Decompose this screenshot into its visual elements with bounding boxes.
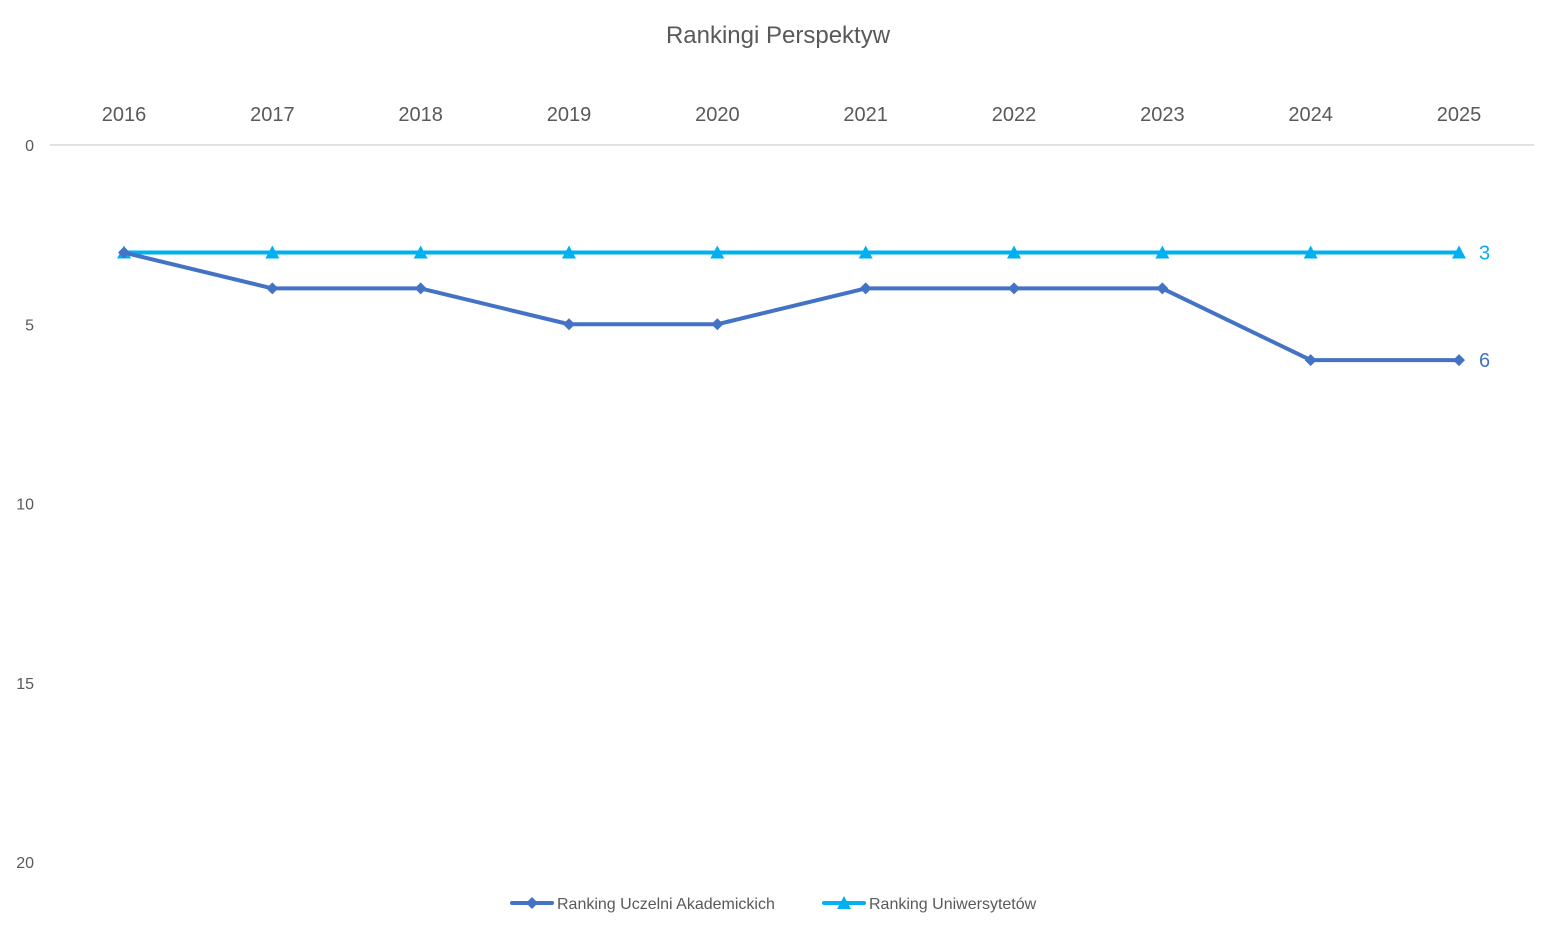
data-point-diamond	[266, 282, 279, 295]
x-tick-label: 2022	[992, 104, 1037, 126]
data-point-diamond	[1304, 354, 1317, 367]
data-point-diamond	[563, 318, 575, 331]
legend: Ranking Uczelni Akademickich Ranking Uniw…	[510, 896, 1037, 913]
data-point-triangle	[562, 245, 576, 259]
data-point-triangle	[1303, 245, 1318, 259]
data-point-triangle	[1155, 245, 1170, 259]
data-point-triangle	[858, 245, 873, 259]
x-tick-label: 2025	[1437, 104, 1482, 126]
data-point-triangle	[1452, 245, 1466, 259]
legend-triangle-icon	[837, 896, 851, 909]
x-tick-label: 2016	[102, 104, 147, 126]
data-label: 6	[1479, 350, 1490, 372]
data-point-triangle	[265, 245, 280, 259]
data-point-diamond	[1156, 282, 1169, 295]
series-line	[122, 250, 1461, 363]
x-tick-label: 2017	[250, 104, 295, 126]
legend-item: Ranking Uniwersytetów	[822, 896, 1037, 913]
x-tick-label: 2019	[547, 104, 592, 126]
y-tick-label: 0	[25, 138, 34, 155]
x-tick-label: 2018	[398, 104, 443, 126]
x-tick-label: 2023	[1140, 104, 1185, 126]
y-tick-label: 20	[16, 855, 34, 872]
y-tick-label: 5	[25, 317, 34, 334]
series-2: 3	[117, 243, 1490, 265]
x-tick-label: 2021	[843, 104, 888, 126]
data-point-diamond	[118, 246, 130, 259]
series-layer: 36	[117, 243, 1490, 372]
y-axis-ticks: 0 5 10 15 20	[16, 138, 34, 872]
y-tick-label: 10	[16, 497, 34, 514]
data-point-triangle	[413, 245, 428, 259]
legend-item: Ranking Uczelni Akademickich	[510, 896, 775, 913]
data-point-diamond	[414, 282, 427, 295]
chart-title: Rankingi Perspektyw	[666, 22, 891, 49]
x-tick-label: 2020	[695, 104, 740, 126]
series-1: 6	[118, 246, 1490, 372]
data-point-diamond	[1008, 282, 1020, 295]
x-axis-ticks: 2016 2017 2018 2019 2020 2021 2022 2023 2024 2025	[102, 104, 1482, 126]
data-label: 3	[1479, 243, 1490, 265]
data-point-triangle	[1007, 245, 1021, 259]
x-tick-label: 2024	[1288, 104, 1333, 126]
legend-label: Ranking Uniwersytetów	[869, 896, 1037, 913]
data-point-diamond	[859, 282, 872, 295]
legend-diamond-icon	[526, 897, 538, 909]
data-point-diamond	[711, 318, 724, 331]
y-tick-label: 15	[16, 676, 34, 693]
data-point-diamond	[1453, 354, 1465, 367]
legend-label: Ranking Uczelni Akademickich	[557, 896, 775, 913]
data-point-triangle	[710, 245, 725, 259]
